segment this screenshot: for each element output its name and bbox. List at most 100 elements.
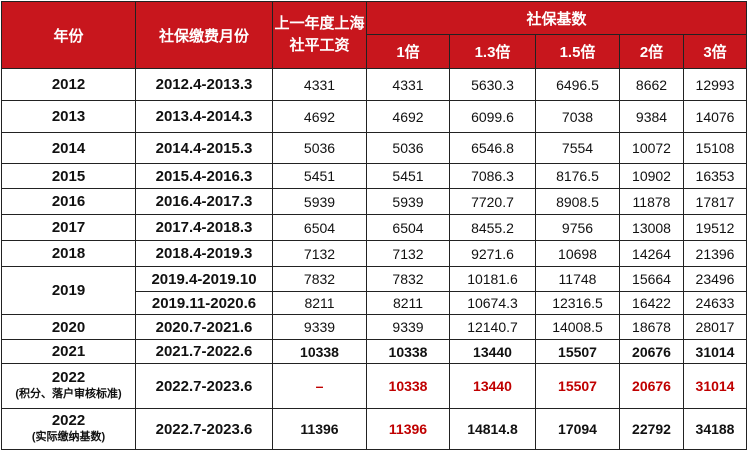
avg-salary-cell: 7832 (272, 266, 367, 292)
year-cell: 2018 (1, 240, 136, 267)
value-cell: 17094 (535, 408, 620, 450)
value-cell: 7720.7 (449, 188, 536, 215)
value-cell: 5630.3 (449, 68, 536, 101)
year-label: 2022 (51, 412, 86, 429)
value-cell: 15108 (683, 132, 747, 164)
header-multiplier: 1.3倍 (449, 34, 536, 69)
value-cell: 15507 (535, 339, 620, 364)
avg-salary-cell: 10338 (272, 339, 367, 364)
avg-salary-cell: 4331 (272, 68, 367, 101)
year-cell: 2015 (1, 163, 136, 189)
period-cell: 2012.4-2013.3 (135, 68, 273, 101)
header-year: 年份 (1, 1, 136, 69)
avg-salary-cell: – (272, 363, 367, 409)
value-cell: 5939 (366, 188, 450, 215)
value-cell: 6546.8 (449, 132, 536, 164)
year-cell: 2013 (1, 100, 136, 133)
value-cell: 13440 (449, 363, 536, 409)
period-cell: 2022.7-2023.6 (135, 408, 273, 450)
value-cell: 10338 (366, 339, 450, 364)
period-cell: 2014.4-2015.3 (135, 132, 273, 164)
value-cell: 13440 (449, 339, 536, 364)
value-cell: 8211 (366, 291, 450, 315)
value-cell: 9756 (535, 214, 620, 241)
value-cell: 5451 (366, 163, 450, 189)
table-row: 2019.11-2020.6 8211 8211 10674.3 12316.5… (2, 291, 747, 315)
table-row: 2020 2020.7-2021.6 9339 9339 12140.7 140… (1, 314, 747, 340)
value-cell: 10674.3 (449, 291, 536, 315)
value-cell: 16353 (683, 163, 747, 189)
avg-salary-cell: 9339 (272, 314, 367, 340)
value-cell: 6504 (366, 214, 450, 241)
value-cell: 7038 (535, 100, 620, 133)
value-cell: 20676 (619, 363, 684, 409)
value-cell: 8908.5 (535, 188, 620, 215)
period-cell: 2019.11-2020.6 (135, 291, 273, 315)
value-cell: 12140.7 (449, 314, 536, 340)
avg-salary-cell: 5451 (272, 163, 367, 189)
value-cell: 4692 (366, 100, 450, 133)
year-cell: 2022 (实际缴纳基数) (1, 408, 136, 450)
value-cell: 7832 (366, 266, 450, 292)
year-note: (实际缴纳基数) (31, 431, 106, 443)
header-multiplier: 3倍 (683, 34, 747, 69)
period-cell: 2022.7-2023.6 (135, 363, 273, 409)
avg-salary-cell: 8211 (272, 291, 367, 315)
value-cell: 9271.6 (449, 240, 536, 267)
value-cell: 5036 (366, 132, 450, 164)
avg-salary-cell: 6504 (272, 214, 367, 241)
table-row: 2021 2021.7-2022.6 10338 10338 13440 155… (1, 339, 747, 364)
table-row: 2017 2017.4-2018.3 6504 6504 8455.2 9756… (1, 214, 747, 241)
value-cell: 34188 (683, 408, 747, 450)
value-cell: 31014 (683, 363, 747, 409)
table-row: 2022 (积分、落户审核标准) 2022.7-2023.6 – 10338 1… (1, 363, 747, 409)
table-row: 2016 2016.4-2017.3 5939 5939 7720.7 8908… (1, 188, 747, 215)
header-multiplier: 2倍 (619, 34, 684, 69)
period-cell: 2021.7-2022.6 (135, 339, 273, 364)
value-cell: 24633 (683, 291, 747, 315)
value-cell: 18678 (619, 314, 684, 340)
value-cell: 13008 (619, 214, 684, 241)
value-cell: 15507 (535, 363, 620, 409)
value-cell: 23496 (683, 266, 747, 292)
value-cell: 11748 (535, 266, 620, 292)
value-cell: 10338 (366, 363, 450, 409)
table-row: 2013 2013.4-2014.3 4692 4692 6099.6 7038… (1, 100, 747, 133)
value-cell: 14008.5 (535, 314, 620, 340)
value-cell: 14076 (683, 100, 747, 133)
value-cell: 12993 (683, 68, 747, 101)
value-cell: 12316.5 (535, 291, 620, 315)
year-cell: 2022 (积分、落户审核标准) (1, 363, 136, 409)
period-cell: 2013.4-2014.3 (135, 100, 273, 133)
year-cell: 2020 (1, 314, 136, 340)
table-row: 2015 2015.4-2016.3 5451 5451 7086.3 8176… (1, 163, 747, 189)
value-cell: 14264 (619, 240, 684, 267)
table-row: 2012 2012.4-2013.3 4331 4331 5630.3 6496… (1, 68, 747, 101)
table-row: 2018 2018.4-2019.3 7132 7132 9271.6 1069… (1, 240, 747, 267)
year-cell: 2021 (1, 339, 136, 364)
value-cell: 7554 (535, 132, 620, 164)
header-multiplier: 1.5倍 (535, 34, 620, 69)
value-cell: 9384 (619, 100, 684, 133)
value-cell: 15664 (619, 266, 684, 292)
value-cell: 31014 (683, 339, 747, 364)
period-cell: 2018.4-2019.3 (135, 240, 273, 267)
value-cell: 8662 (619, 68, 684, 101)
period-cell: 2016.4-2017.3 (135, 188, 273, 215)
header-avg-salary: 上一年度上海社平工资 (272, 1, 367, 69)
value-cell: 16422 (619, 291, 684, 315)
value-cell: 10181.6 (449, 266, 536, 292)
header-multiplier: 1倍 (366, 34, 450, 69)
header-period: 社保缴费月份 (135, 1, 273, 69)
value-cell: 7086.3 (449, 163, 536, 189)
year-label: 2022 (51, 369, 86, 386)
social-security-base-table: 年份 社保缴费月份 上一年度上海社平工资 社保基数 1倍 1.3倍 1.5倍 2… (1, 1, 747, 450)
year-note: (积分、落户审核标准) (15, 388, 122, 400)
year-cell: 2016 (1, 188, 136, 215)
year-cell: 2014 (1, 132, 136, 164)
value-cell: 11878 (619, 188, 684, 215)
value-cell: 11396 (366, 408, 450, 450)
value-cell: 6496.5 (535, 68, 620, 101)
value-cell: 20676 (619, 339, 684, 364)
header-base-group: 社保基数 (366, 1, 747, 35)
